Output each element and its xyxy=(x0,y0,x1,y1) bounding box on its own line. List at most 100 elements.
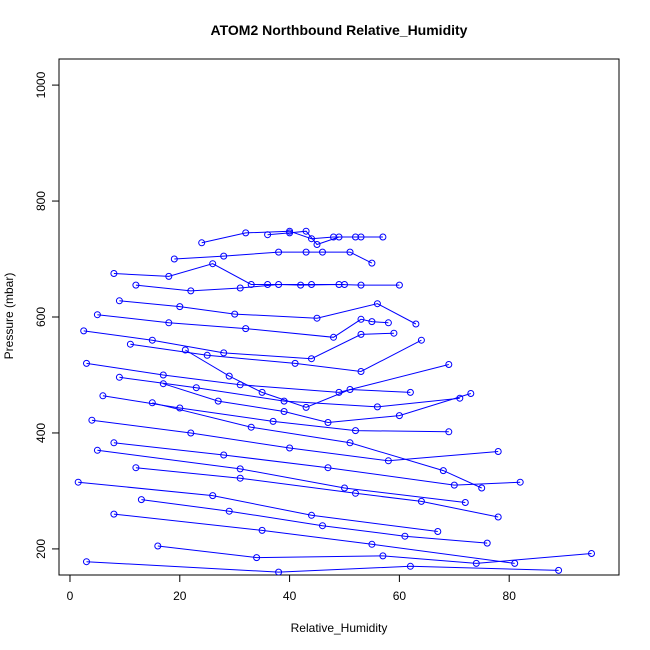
series-line xyxy=(157,545,592,564)
data-point xyxy=(88,416,96,424)
data-series xyxy=(110,260,348,288)
data-point xyxy=(324,419,332,426)
y-tick-label: 600 xyxy=(34,307,48,327)
data-point xyxy=(434,528,442,535)
data-series xyxy=(170,248,376,267)
data-point xyxy=(269,417,277,425)
data-point xyxy=(165,272,173,280)
data-point xyxy=(324,464,332,472)
data-point xyxy=(313,314,321,322)
x-tick-label: 60 xyxy=(393,589,407,603)
data-point xyxy=(247,423,255,431)
data-point xyxy=(302,248,310,256)
data-point xyxy=(412,320,420,328)
y-axis-label: Pressure (mbar) xyxy=(2,273,16,360)
x-tick-label: 0 xyxy=(67,589,74,603)
data-point xyxy=(373,403,381,411)
data-point xyxy=(297,281,305,289)
data-series xyxy=(83,558,563,575)
data-point xyxy=(236,474,244,482)
data-point xyxy=(516,478,524,486)
data-series xyxy=(93,446,469,506)
data-point xyxy=(99,392,107,400)
data-point xyxy=(302,227,310,235)
series-line xyxy=(97,449,466,503)
data-point xyxy=(313,241,321,248)
data-series xyxy=(132,464,502,521)
data-point xyxy=(494,513,502,521)
data-series xyxy=(126,336,425,375)
data-series xyxy=(110,510,519,567)
data-point xyxy=(187,429,195,437)
data-series xyxy=(154,542,595,567)
data-point xyxy=(115,373,123,381)
data-point xyxy=(472,559,480,567)
series-line xyxy=(113,442,521,486)
y-tick-label: 800 xyxy=(34,191,48,211)
data-point xyxy=(395,412,403,420)
chart-title: ATOM2 Northbound Relative_Humidity xyxy=(211,22,468,38)
series-line xyxy=(119,300,417,325)
data-point xyxy=(132,281,140,289)
data-series xyxy=(110,439,524,489)
data-point xyxy=(83,558,90,566)
data-series xyxy=(181,346,414,411)
data-point xyxy=(165,319,173,327)
x-tick-label: 20 xyxy=(173,589,187,603)
data-point xyxy=(390,329,398,337)
data-point xyxy=(330,333,337,341)
x-tick-label: 80 xyxy=(503,589,517,603)
data-point xyxy=(308,355,315,363)
data-point xyxy=(555,566,563,574)
series-line xyxy=(113,513,515,564)
data-point xyxy=(588,550,595,557)
data-point xyxy=(242,229,250,237)
data-point xyxy=(291,359,299,367)
series-line xyxy=(152,402,482,489)
series-line xyxy=(185,349,411,408)
data-point xyxy=(176,404,184,412)
data-series xyxy=(80,327,398,363)
x-axis-label: Relative_Humidity xyxy=(291,621,388,635)
data-point xyxy=(357,368,365,375)
data-point xyxy=(302,403,310,411)
data-point xyxy=(341,281,348,288)
series-line xyxy=(135,467,499,518)
data-point xyxy=(368,540,376,548)
series-line xyxy=(130,339,422,373)
data-point xyxy=(148,399,156,407)
data-point xyxy=(93,446,101,454)
y-tick-label: 1000 xyxy=(34,71,48,98)
data-series xyxy=(99,392,453,436)
series-line xyxy=(113,263,345,285)
data-point xyxy=(406,388,414,396)
data-point xyxy=(450,481,458,489)
data-point xyxy=(395,281,403,289)
data-point xyxy=(159,380,167,388)
data-point xyxy=(483,539,491,547)
data-point xyxy=(357,330,365,338)
data-point xyxy=(286,229,294,237)
data-point xyxy=(401,532,409,540)
data-point xyxy=(148,336,156,344)
data-point xyxy=(417,336,425,344)
data-point xyxy=(461,499,469,506)
data-series xyxy=(93,311,392,341)
data-point xyxy=(368,259,376,267)
data-point xyxy=(236,465,244,473)
data-point xyxy=(280,408,288,415)
data-point xyxy=(406,562,414,570)
data-point xyxy=(352,427,359,435)
data-point xyxy=(373,300,381,308)
data-point xyxy=(346,386,354,393)
data-point xyxy=(110,439,118,447)
data-point xyxy=(308,235,315,243)
data-point xyxy=(308,281,315,288)
data-point xyxy=(192,384,200,392)
data-point xyxy=(83,359,90,367)
series-line xyxy=(174,251,373,264)
data-point xyxy=(132,464,140,472)
data-point xyxy=(137,496,145,504)
